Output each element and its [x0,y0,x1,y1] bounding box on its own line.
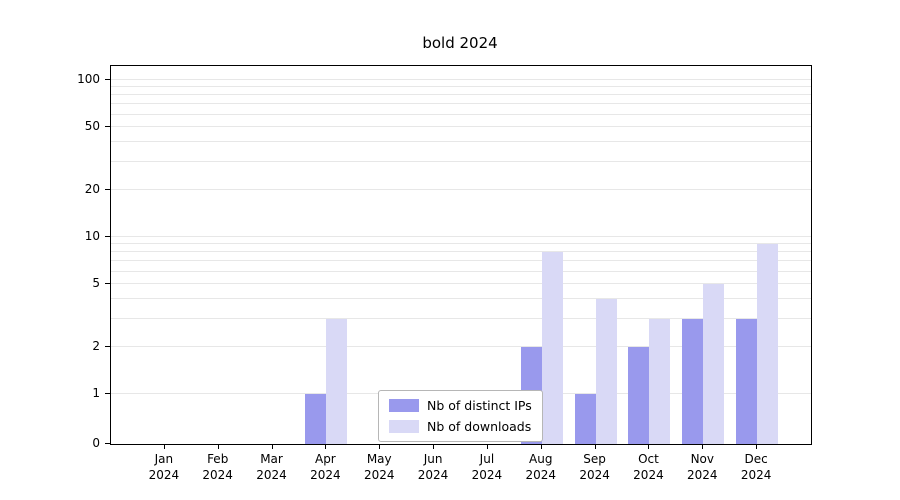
x-tick-label: Nov 2024 [687,452,718,483]
y-tick-mark [105,126,110,128]
x-tick-label: Apr 2024 [310,452,341,483]
chart-title: bold 2024 [422,34,498,52]
gridline [111,318,811,320]
gridline [111,103,811,105]
legend-item: Nb of downloads [389,419,532,434]
bar-downloads [649,319,671,444]
y-tick-mark [105,236,110,237]
legend-swatch-icon [389,420,419,433]
bar-downloads [703,284,725,444]
x-tick-label: Jan 2024 [148,452,180,483]
gridline [111,283,811,285]
y-tick-label: 2 [92,338,100,353]
bar-downloads [541,252,563,444]
bar-distinct-ips [305,394,327,444]
gridline [111,141,811,143]
legend-label: Nb of downloads [427,419,532,434]
gridline [111,251,811,253]
bar-downloads [595,299,617,444]
bar-downloads [757,244,779,444]
y-tick-label: 50 [84,119,100,134]
x-tick-mark [648,444,650,449]
x-tick-mark [271,444,273,449]
y-tick-label: 20 [84,181,100,196]
gridline [111,188,811,190]
x-tick-mark [486,444,488,449]
y-tick-label: 0 [92,436,100,450]
x-tick-label: Oct 2024 [633,452,664,483]
gridline [111,243,811,245]
legend-label: Nb of distinct IPs [427,398,532,413]
bar-downloads [326,319,348,444]
x-tick-label: Jul 2024 [471,452,503,483]
plot-area [110,65,812,445]
gridline [111,126,811,128]
x-tick-label: May 2024 [363,452,395,483]
x-tick-label: Mar 2024 [256,452,287,483]
gridline [111,260,811,262]
bar-distinct-ips [628,346,650,444]
y-tick-mark [105,393,110,394]
y-tick-mark [105,345,110,347]
x-tick-label: Sep 2024 [579,452,610,483]
y-tick-mark [105,443,110,444]
gridline [111,113,811,115]
legend-swatch-icon [389,399,419,412]
legend: Nb of distinct IPs Nb of downloads [378,390,543,442]
x-tick-mark [756,444,758,449]
x-tick-label: Dec 2024 [740,452,772,483]
gridline [111,270,811,272]
x-tick-mark [433,444,435,449]
gridline [111,345,811,347]
gridline [111,161,811,163]
gridline [111,94,811,96]
gridline [111,79,811,80]
y-tick-mark [105,188,110,190]
gridline [111,86,811,88]
x-tick-mark [540,444,542,449]
x-tick-label: Aug 2024 [525,452,557,483]
x-tick-mark [163,444,165,449]
gridline [111,236,811,237]
x-tick-mark [325,444,327,449]
y-tick-label: 100 [77,72,100,86]
bar-distinct-ips [574,394,596,444]
x-tick-mark [702,444,704,449]
y-tick-label: 10 [84,229,100,243]
y-tick-mark [105,283,110,285]
x-tick-label: Feb 2024 [202,452,233,483]
legend-item: Nb of distinct IPs [389,398,532,413]
y-tick-mark [105,79,110,80]
x-tick-label: Jun 2024 [417,452,449,483]
y-tick-label: 1 [92,386,100,400]
x-tick-mark [594,444,596,449]
x-tick-mark [379,444,381,449]
bar-distinct-ips [682,319,704,444]
bar-distinct-ips [736,319,758,444]
y-tick-label: 5 [92,276,100,291]
x-tick-mark [217,444,219,449]
gridline [111,298,811,300]
